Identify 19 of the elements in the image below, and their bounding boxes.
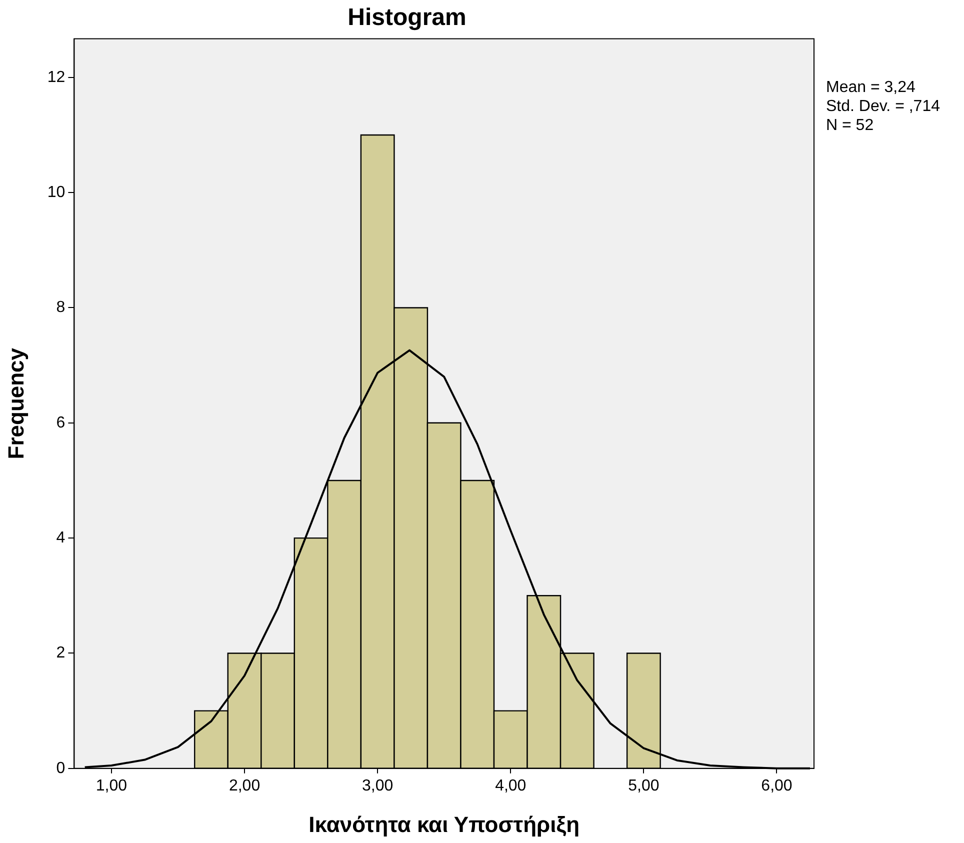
y-axis-title: Frequency xyxy=(3,347,28,460)
chart-title: Histogram xyxy=(348,4,466,32)
text: N = 52 xyxy=(826,116,875,135)
x-tick-label: 1,00 xyxy=(96,777,128,794)
x-tick-label: 4,00 xyxy=(495,777,526,794)
x-axis-title: Ικανότητα και Υποστήριξη xyxy=(308,812,580,837)
y-tick-label: 6 xyxy=(56,414,66,432)
x-tick-label: 2,00 xyxy=(228,777,260,794)
text: Std. Dev. = ,714 xyxy=(826,97,940,116)
y-tick-label: 10 xyxy=(47,184,66,201)
y-tick-label: 8 xyxy=(56,299,66,316)
x-tick-label: 5,00 xyxy=(628,777,660,794)
y-tick-label: 12 xyxy=(47,68,66,86)
x-tick-label: 3,00 xyxy=(362,777,394,794)
y-tick-label: 2 xyxy=(56,644,66,662)
y-tick-label: 0 xyxy=(56,760,66,777)
x-tick-label: 6,00 xyxy=(761,777,792,794)
text: Mean = 3,24 xyxy=(826,78,916,97)
y-tick-label: 4 xyxy=(56,529,66,546)
